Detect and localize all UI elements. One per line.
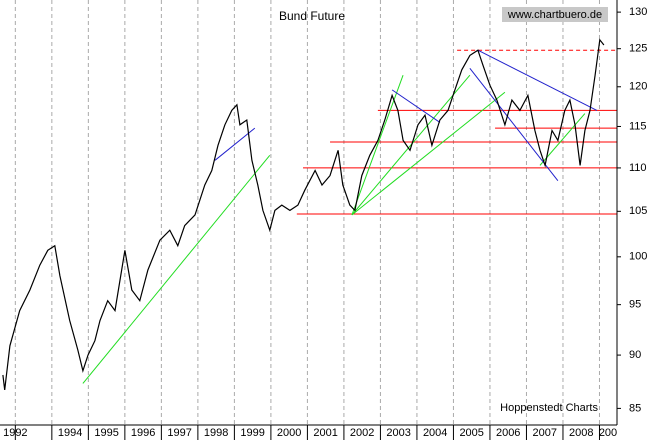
x-tick-label: 1998 — [204, 427, 228, 439]
x-tick-label: 2000 — [277, 427, 301, 439]
x-tick-label: 2005 — [459, 427, 483, 439]
x-tick-label: 2002 — [350, 427, 374, 439]
x-tick-label: 2007 — [532, 427, 556, 439]
x-tick-label: 2008 — [569, 427, 593, 439]
chart-title: Bund Future — [279, 9, 345, 23]
x-tick-label: 2006 — [496, 427, 520, 439]
source: Hoppenstedt Charts — [500, 402, 598, 414]
y-tick-label: 125 — [629, 43, 647, 55]
trend-line — [539, 113, 586, 166]
x-tick-label: 2003 — [386, 427, 410, 439]
watermark: www.chartbuero.de — [507, 9, 602, 21]
trend-line — [351, 74, 471, 216]
y-tick-label: 100 — [629, 251, 647, 263]
x-tick-label: 1997 — [167, 427, 191, 439]
x-tick-label: 1996 — [131, 427, 155, 439]
trend-line — [477, 49, 598, 111]
y-tick-label: 95 — [629, 299, 641, 311]
x-tick-label: 200 — [599, 427, 617, 439]
x-tick-label: 1994 — [58, 427, 82, 439]
x-tick-label: 1999 — [240, 427, 264, 439]
y-tick-label: 130 — [629, 6, 647, 18]
trend-line — [469, 67, 559, 182]
y-tick-label: 120 — [629, 81, 647, 93]
trend-line — [351, 91, 506, 216]
y-tick-label: 85 — [629, 402, 641, 414]
plot-area — [0, 0, 617, 425]
x-tick-label: 2004 — [423, 427, 447, 439]
grid — [14, 0, 600, 425]
y-tick-label: 105 — [629, 205, 647, 217]
x-tick-label: 1992 — [3, 427, 27, 439]
trend-line — [351, 75, 404, 216]
x-tick-label: 2001 — [313, 427, 337, 439]
trend-line — [82, 154, 271, 384]
y-tick-label: 110 — [629, 162, 647, 174]
watermark-bg — [502, 7, 608, 22]
y-tick-label: 115 — [629, 120, 647, 132]
y-tick-label: 90 — [629, 349, 641, 361]
price-line — [2, 38, 605, 390]
series — [2, 38, 605, 390]
x-tick-label: 1995 — [94, 427, 118, 439]
trend-line — [391, 89, 441, 123]
